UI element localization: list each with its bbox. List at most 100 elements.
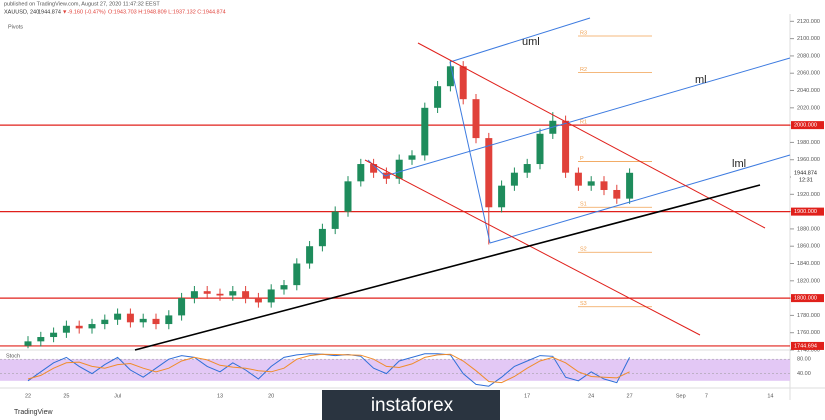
drawing-label: lml — [732, 158, 746, 170]
y-tick-label: 1780.000 — [797, 313, 820, 319]
candle-body — [344, 181, 352, 212]
symbol: XAUUSD, 240 — [4, 9, 39, 15]
median-line — [384, 57, 791, 177]
candle-body — [472, 99, 480, 139]
pivot-label: S3 — [580, 301, 587, 307]
candle-body — [62, 325, 70, 333]
candle-body — [101, 319, 109, 325]
x-tick-label: 24 — [588, 393, 594, 399]
stoch-band — [0, 359, 790, 381]
candle-body — [50, 332, 58, 338]
candle-body — [293, 263, 301, 286]
pivot-label: R2 — [580, 67, 587, 73]
stoch-line — [27, 353, 631, 387]
y-tick-label: 1760.000 — [797, 330, 820, 336]
candle-body — [574, 172, 582, 186]
last: 1944.874 — [38, 9, 61, 15]
pivot-label: S2 — [580, 247, 587, 253]
candle-body — [587, 181, 595, 186]
drawings: uml ml lml — [134, 17, 791, 351]
candle-body — [280, 285, 288, 290]
y-tick-label: 2040.000 — [797, 88, 820, 94]
x-tick-label: Jul — [114, 393, 121, 399]
countdown: 12:31 — [799, 177, 813, 183]
pane-title: Stoch — [6, 353, 20, 359]
candle-body — [203, 291, 211, 294]
x-tick-label: 7 — [705, 393, 708, 399]
watermark-text: instaforex — [371, 395, 454, 416]
candle-body — [536, 133, 544, 165]
candle-body — [216, 293, 224, 296]
pivot-label: R3 — [580, 30, 587, 36]
candle-body — [165, 315, 173, 325]
candle-body — [562, 120, 570, 173]
y-tick-label: 1860.000 — [797, 244, 820, 250]
brand: TradingView — [14, 409, 53, 416]
candle-body — [485, 138, 493, 208]
y-tick-label: 1960.000 — [797, 157, 820, 163]
y-tick-label: 2020.000 — [797, 105, 820, 111]
drawing-label: ml — [695, 74, 707, 86]
y-tick-label: 2120.000 — [797, 19, 820, 25]
candle-body — [254, 298, 262, 303]
pitchfork-handle — [449, 61, 491, 244]
candle-body — [75, 325, 83, 329]
x-tick-label: 25 — [63, 393, 69, 399]
candle-body — [318, 228, 326, 247]
candle-body — [510, 172, 518, 186]
x-tick-label: 22 — [25, 393, 31, 399]
candle-body — [498, 185, 506, 208]
candle-body — [408, 155, 416, 160]
candle-body — [267, 289, 275, 303]
y-tick-label: 1880.000 — [797, 226, 820, 232]
candle-body — [446, 66, 454, 87]
y-tick-label: 1920.000 — [797, 192, 820, 198]
ohlc: O:1943.703 H:1948.809 L:1937.132 C:1944.… — [108, 9, 226, 15]
red-channel-line — [417, 42, 766, 229]
candle-body — [523, 164, 531, 173]
x-tick-label: 13 — [217, 393, 223, 399]
candle-body — [331, 211, 339, 229]
candle-body — [126, 313, 134, 323]
x-tick-label: Sep — [676, 393, 686, 399]
red-channel-line — [364, 159, 701, 336]
candle-body — [306, 246, 314, 264]
candle-body — [24, 341, 32, 346]
last-price-label: 1944.874 — [794, 170, 817, 176]
level-label: 2000.000 — [794, 123, 817, 129]
candle-body — [152, 318, 160, 325]
y-tick-label: 1740.000 — [797, 347, 820, 353]
pivot-label: R1 — [580, 120, 587, 126]
y-tick-label: 2080.000 — [797, 53, 820, 59]
watermark-box — [322, 390, 500, 420]
x-tick-label: 27 — [627, 393, 633, 399]
candle-body — [434, 86, 442, 108]
candle-body — [190, 291, 198, 299]
candle-body — [229, 291, 237, 296]
candle-body — [37, 337, 45, 342]
x-tick-label: 14 — [767, 393, 773, 399]
pivot-label: P — [580, 156, 584, 162]
indicator: Pivots — [8, 24, 23, 30]
level-tag — [791, 341, 824, 350]
level-label: 1900.000 — [794, 209, 817, 215]
y-tick-label: 2100.000 — [797, 36, 820, 42]
level-label: 1744.694 — [794, 343, 817, 349]
candle-body — [613, 189, 621, 199]
candle-body — [626, 172, 634, 199]
last-price-tag — [791, 168, 824, 184]
trend-line — [134, 184, 761, 351]
candle-body — [421, 107, 429, 156]
y-tick-label: 1840.000 — [797, 261, 820, 267]
y-tick-label: 40.00 — [797, 371, 811, 377]
y-tick-label: 1820.000 — [797, 278, 820, 284]
candle-body — [357, 164, 365, 182]
candle-body — [88, 324, 96, 329]
x-tick-label: 17 — [524, 393, 530, 399]
stoch-line — [27, 353, 630, 384]
candle-body — [114, 313, 122, 320]
candle-body — [139, 318, 147, 323]
candle-body — [395, 159, 403, 179]
level-label: 1800.000 — [794, 296, 817, 302]
